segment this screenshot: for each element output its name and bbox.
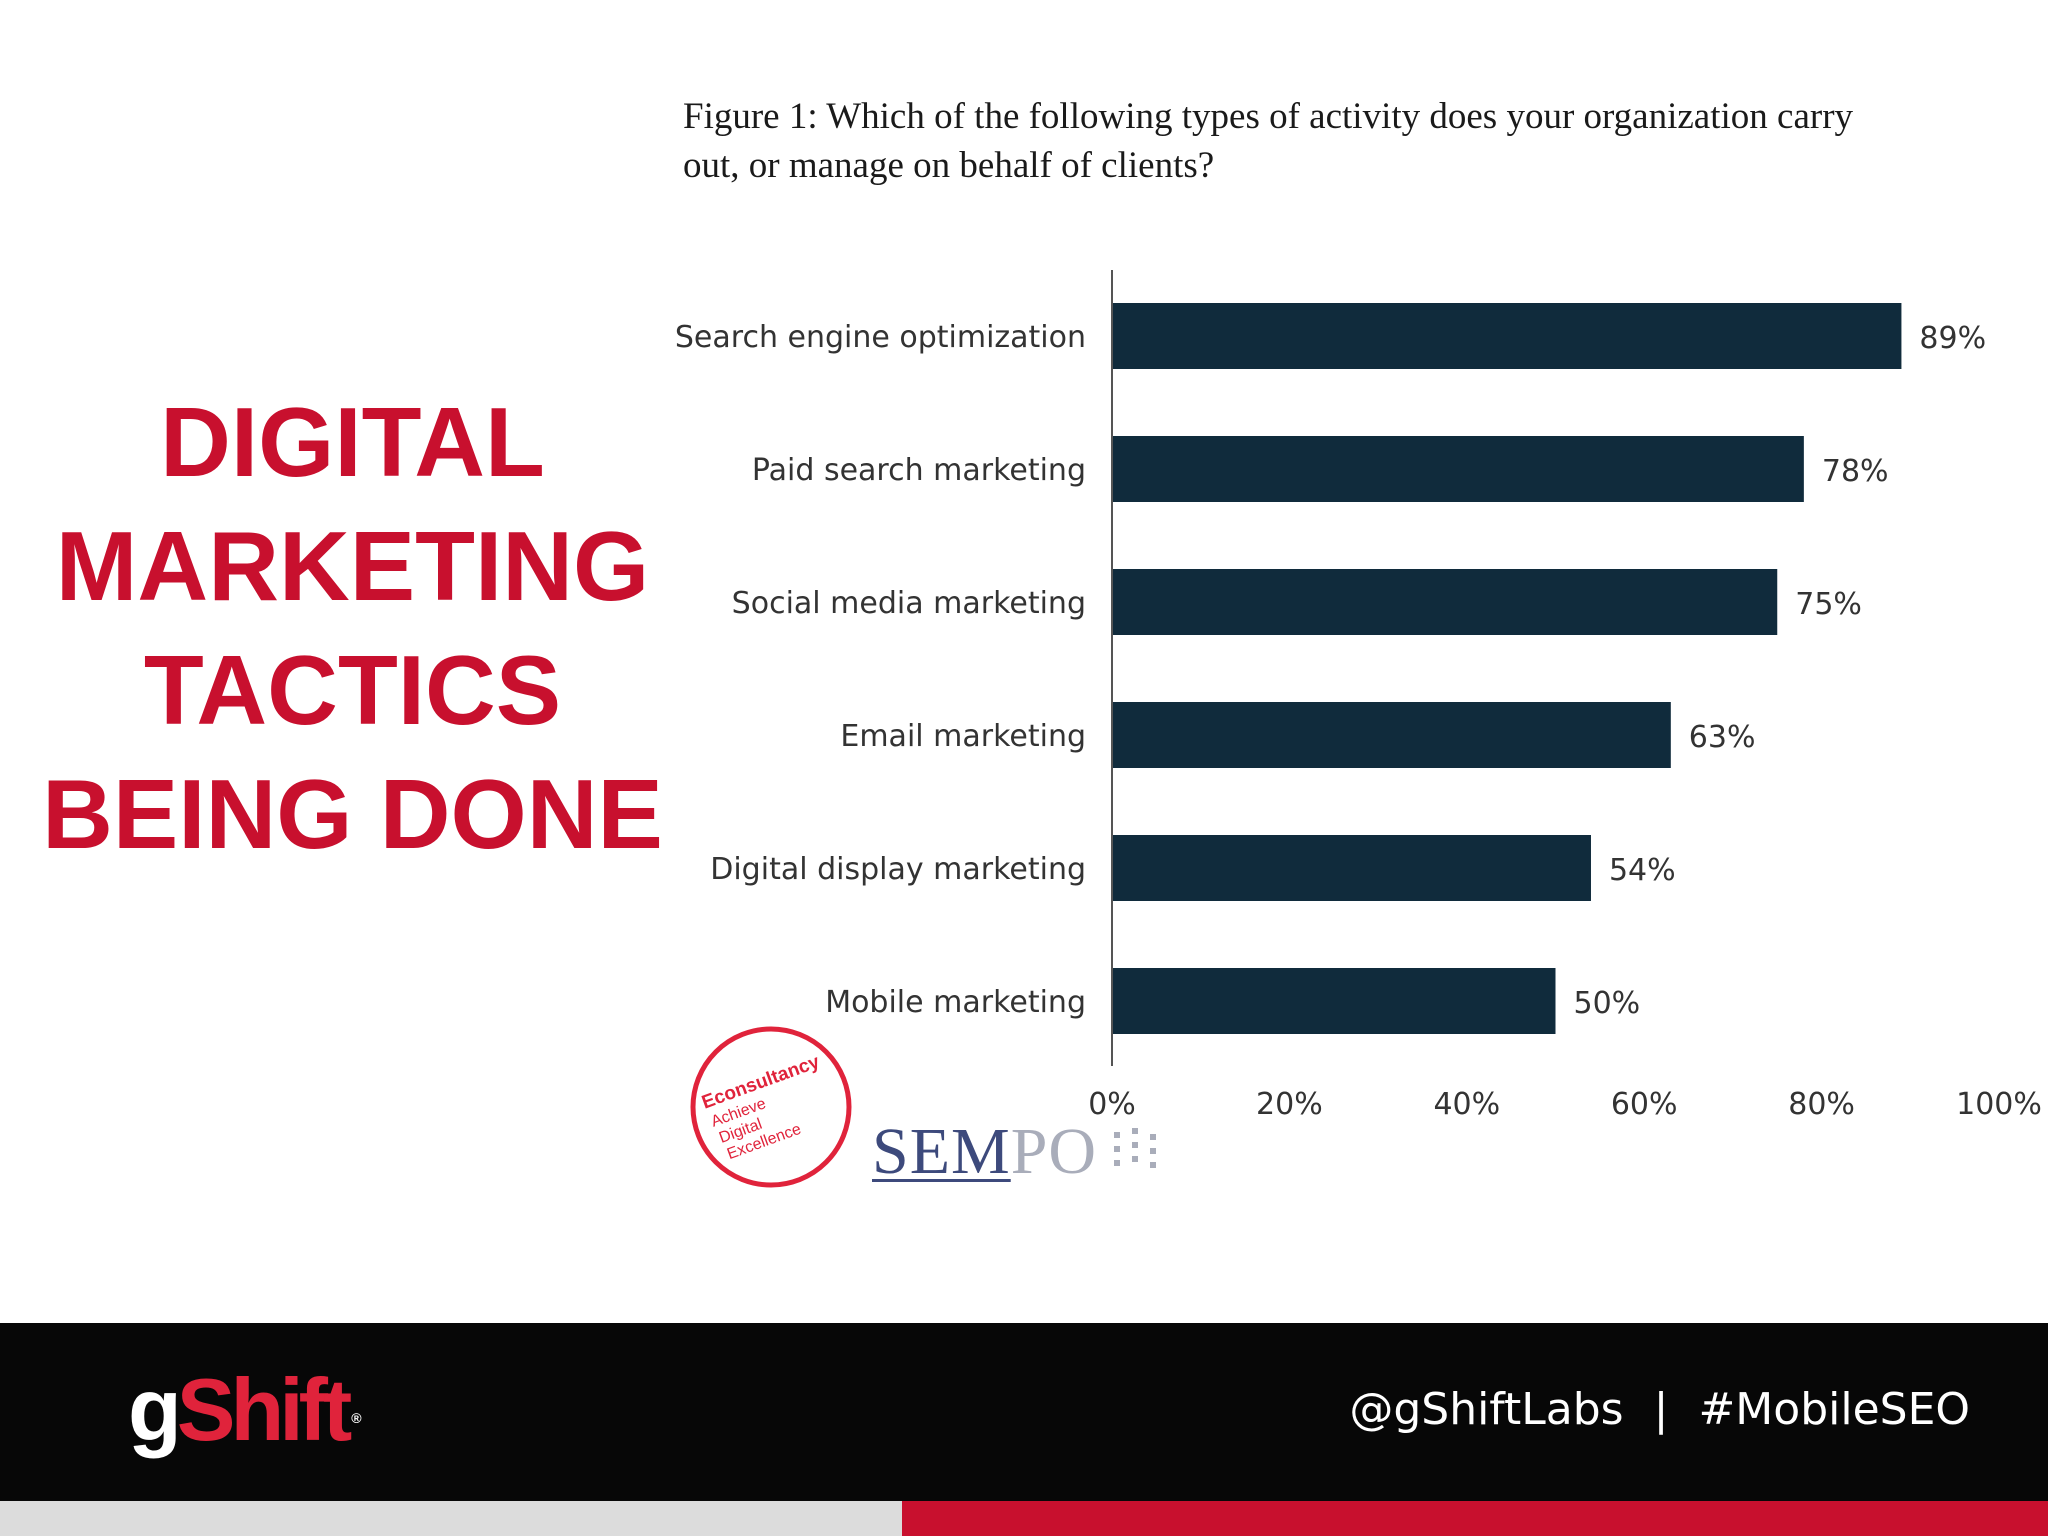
figure-caption: Figure 1: Which of the following types o… — [683, 92, 2013, 190]
econsultancy-logo: Econsultancy Achieve Digital Excellence — [690, 1026, 852, 1188]
bar — [1113, 702, 1671, 768]
bar-chart: Search engine optimization 89% Paid search… — [675, 270, 2042, 1122]
x-tick-label: 40% — [1433, 1087, 1500, 1122]
footer-bar — [0, 1323, 2048, 1501]
sempo-logo-part: PO — [1010, 1115, 1098, 1188]
registered-mark: ® — [351, 1410, 362, 1426]
gshift-logo[interactable]: gShift ® — [128, 1360, 362, 1460]
sempo-logo: SEMPO — [872, 1112, 1097, 1192]
data-label: 63% — [1689, 720, 1756, 755]
figure-caption-line: Figure 1: Which of the following types o… — [683, 96, 1854, 137]
bar — [1113, 835, 1591, 901]
twitter-handle[interactable]: @gShiftLabs — [1349, 1384, 1624, 1435]
category-label: Email marketing — [840, 719, 1086, 754]
data-label: 78% — [1822, 454, 1889, 489]
bar — [1113, 968, 1556, 1034]
data-label: 89% — [1919, 321, 1986, 356]
sempo-dots-icon — [1114, 1128, 1156, 1168]
x-tick-label: 100% — [1956, 1087, 2042, 1122]
footer-separator: | — [1653, 1384, 1669, 1435]
slide-title: DIGITAL MARKETING TACTICS BEING DONE — [0, 380, 705, 876]
slide-title-line: BEING DONE — [42, 759, 663, 869]
x-tick-label: 60% — [1611, 1087, 1678, 1122]
hashtag[interactable]: #MobileSEO — [1698, 1384, 1970, 1435]
slide-title-line: MARKETING — [55, 511, 650, 621]
category-label: Mobile marketing — [825, 985, 1086, 1020]
category-label: Social media marketing — [732, 586, 1086, 621]
gshift-logo-shift: Shift — [176, 1360, 353, 1459]
x-tick-label: 20% — [1256, 1087, 1323, 1122]
data-label: 75% — [1795, 587, 1862, 622]
category-label: Digital display marketing — [710, 852, 1086, 887]
bar — [1113, 303, 1902, 369]
category-label: Search engine optimization — [675, 320, 1086, 355]
footer-accent-strip — [902, 1501, 2048, 1536]
slide-title-line: TACTICS — [143, 635, 562, 745]
footer-tags: @gShiftLabs | #MobileSEO — [1349, 1382, 1970, 1438]
category-label: Paid search marketing — [752, 453, 1086, 488]
sempo-logo-part: SEM — [872, 1115, 1011, 1188]
gshift-logo-g: g — [128, 1360, 182, 1459]
bar — [1113, 569, 1778, 635]
data-label: 54% — [1609, 853, 1676, 888]
bar — [1113, 436, 1804, 502]
footer-strip — [0, 1501, 902, 1536]
x-tick-label: 0% — [1088, 1087, 1136, 1122]
figure-caption-line: out, or manage on behalf of clients? — [683, 145, 1215, 186]
data-label: 50% — [1574, 986, 1641, 1021]
x-tick-label: 80% — [1788, 1087, 1855, 1122]
slide-title-line: DIGITAL — [160, 387, 545, 497]
